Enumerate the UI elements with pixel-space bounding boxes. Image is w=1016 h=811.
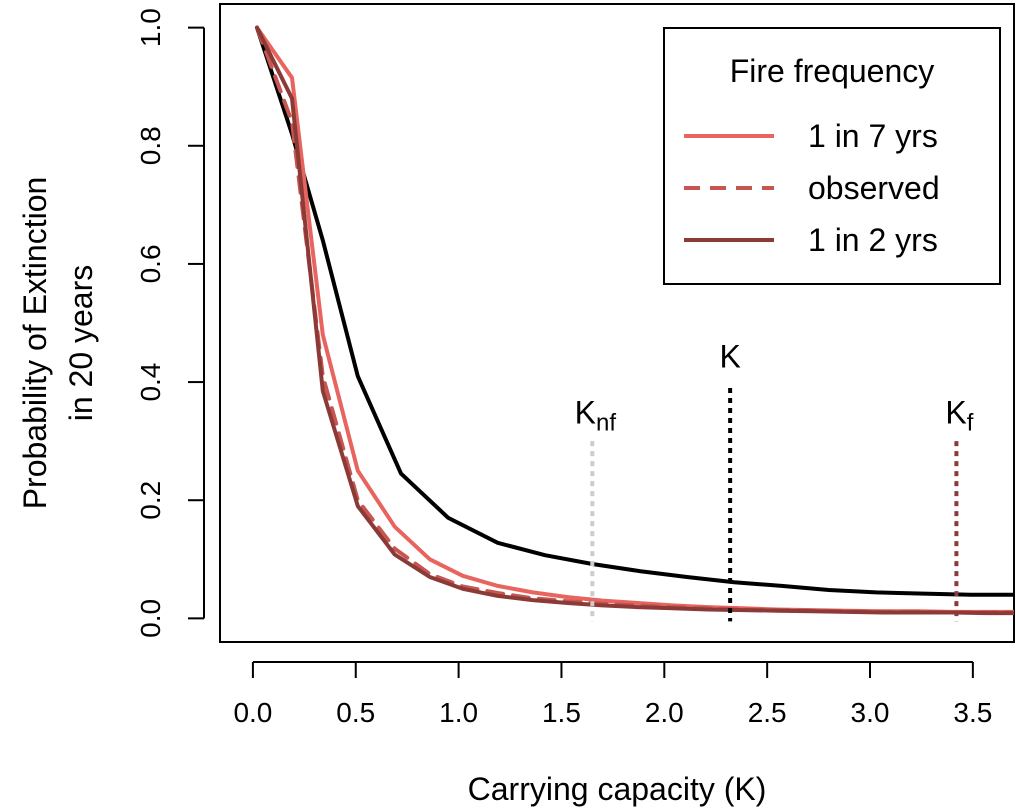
plot-area (219, 3, 1015, 643)
series-line-2 (255, 25, 1014, 616)
reference-label-main: K (945, 394, 966, 430)
reference-label-main: K (575, 394, 596, 430)
plot-frame (219, 3, 1015, 643)
y-axis-title: Probability of Extinction in 20 years (17, 177, 99, 510)
x-tick-label: 0.0 (233, 697, 272, 728)
series-layer (255, 25, 1014, 616)
y-tick-label: 0.8 (135, 126, 166, 165)
x-tick-label: 3.5 (953, 697, 992, 728)
reference-label-subscript: f (967, 409, 974, 436)
legend: Fire frequency 1 in 7 yrs observed 1 in 2 … (663, 27, 1001, 285)
x-tick-label: 3.0 (851, 697, 890, 728)
y-tick-label: 0.0 (135, 599, 166, 638)
reference-line-label: Knf (575, 394, 617, 436)
legend-label: observed (808, 170, 940, 206)
legend-label: 1 in 7 yrs (808, 118, 938, 154)
legend-label: 1 in 2 yrs (808, 222, 938, 258)
y-axis: 0.0 0.2 0.4 0.6 0.8 1.0 (135, 8, 205, 638)
y-axis-title-line-1: Probability of Extinction (17, 177, 53, 510)
x-tick-label: 1.0 (439, 697, 478, 728)
reference-line-label: K (719, 338, 740, 374)
x-tick-label: 2.5 (748, 697, 787, 728)
y-tick-label: 1.0 (135, 8, 166, 47)
x-axis-title: Carrying capacity (K) (468, 771, 767, 807)
legend-items: 1 in 7 yrs observed 1 in 2 yrs (684, 118, 940, 258)
y-tick-label: 0.6 (135, 244, 166, 283)
y-axis-title-line-2: in 20 years (63, 265, 99, 422)
x-tick-label: 1.5 (542, 697, 581, 728)
y-tick-label: 0.2 (135, 481, 166, 520)
y-tick-label: 0.4 (135, 363, 166, 402)
series-line-3 (255, 25, 1014, 597)
reference-label-main: K (719, 338, 740, 374)
x-tick-label: 0.5 (336, 697, 375, 728)
legend-title: Fire frequency (730, 53, 935, 89)
reference-label-subscript: nf (596, 409, 616, 436)
x-axis: 0.0 0.5 1.0 1.5 2.0 2.5 3.0 3.5 (233, 661, 992, 728)
x-tick-label: 2.0 (645, 697, 684, 728)
reference-line-label: Kf (945, 394, 973, 436)
